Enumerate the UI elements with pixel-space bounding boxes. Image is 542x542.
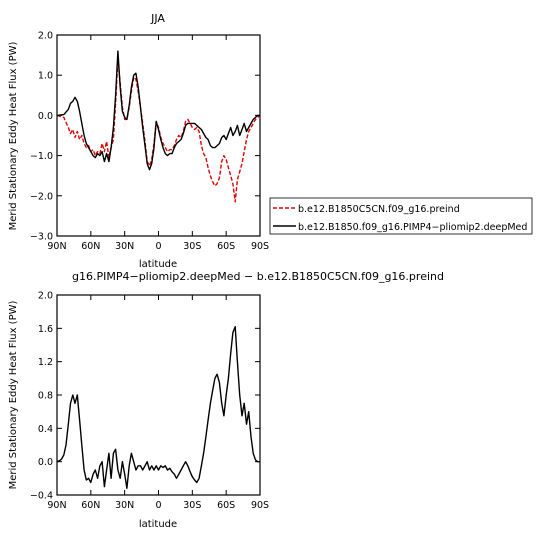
top-panel-series-line-preind: [56, 58, 261, 203]
bottom-panel-y-tick-label: 1.2: [38, 357, 53, 368]
top-panel-x-axis-label: latitude: [139, 259, 177, 270]
bottom-panel: g16.PIMP4−pliomip2.deepMed − b.e12.B1850…: [8, 270, 444, 530]
bottom-panel-x-tick-label: 90S: [251, 500, 269, 511]
bottom-panel-series-line-deepmed: [56, 326, 260, 489]
bottom-panel-x-tick-label: 30S: [183, 500, 201, 511]
bottom-panel-x-tick-label: 30N: [115, 500, 134, 511]
bottom-panel-y-tick-label: 1.6: [38, 324, 53, 335]
bottom-panel-x-tick-label: 90N: [47, 500, 66, 511]
bottom-panel-y-tick-label: 2.0: [38, 291, 53, 302]
bottom-panel-y-tick-label: 0.4: [38, 424, 53, 435]
bottom-panel-y-tick-label: 0.8: [38, 391, 53, 402]
bottom-panel-x-axis-label: latitude: [139, 519, 177, 530]
bottom-panel-y-axis-label: Merid Stationary Eddy Heat Flux (PW): [8, 301, 19, 490]
legend-label-preind: b.e12.B1850C5CN.f09_g16.preind: [298, 204, 460, 215]
top-panel-y-tick-label: −1.0: [30, 151, 53, 162]
top-panel-y-tick-label: 0.0: [38, 111, 53, 122]
top-panel-y-ticks: 2.0 1.0 0.0 −1.0 −2.0 −3.0: [30, 31, 260, 243]
bottom-panel-series: [56, 326, 260, 489]
top-panel-x-tick-label: 0: [155, 241, 161, 252]
top-panel-x-tick-label: 60N: [81, 241, 100, 252]
legend-box: [269, 197, 533, 235]
top-panel-plot-frame: [56, 34, 261, 237]
bottom-panel-y-tick-label: −0.4: [30, 491, 53, 502]
bottom-panel-x-tick-label: 0: [155, 500, 161, 511]
top-panel-x-tick-label: 30S: [183, 241, 201, 252]
legend-label-deepmed: b.e12.B1850.f09_g16.PIMP4−pliomip2.deepM…: [298, 222, 527, 233]
legend: b.e12.B1850C5CN.f09_g16.preind b.e12.B18…: [269, 197, 533, 235]
top-panel-x-tick-label: 60S: [217, 241, 235, 252]
top-panel-y-tick-label: −2.0: [30, 191, 53, 202]
bottom-panel-plot-frame: [56, 294, 261, 496]
top-panel-y-tick-label: 2.0: [38, 31, 53, 42]
top-panel-series-line-deepmed: [56, 50, 260, 171]
bottom-panel-x-tick-label: 60S: [217, 500, 235, 511]
bottom-panel-title: g16.PIMP4−pliomip2.deepMed − b.e12.B1850…: [72, 270, 444, 283]
top-panel-x-tick-label: 30N: [115, 241, 134, 252]
top-panel-title: JJA: [150, 12, 165, 25]
top-panel: JJA 2.0 1.0 0.0 −1.0 −2.0 −3.0 90N 60N 30N 0 30S 6…: [8, 12, 269, 270]
top-panel-y-tick-label: −3.0: [30, 232, 53, 243]
top-panel-series: [56, 50, 261, 203]
bottom-panel-y-tick-label: 0.0: [38, 457, 53, 468]
bottom-panel-y-ticks: 2.0 1.6 1.2 0.8 0.4 0.0 −0.4: [30, 291, 260, 502]
top-panel-y-axis-label: Merid Stationary Eddy Heat Flux (PW): [8, 42, 19, 231]
top-panel-x-tick-label: 90S: [251, 241, 269, 252]
bottom-panel-x-ticks: 90N 60N 30N 0 30S 60S 90S: [47, 295, 269, 511]
top-panel-x-tick-label: 90N: [47, 241, 66, 252]
top-panel-x-ticks: 90N 60N 30N 0 30S 60S 90S: [47, 35, 269, 252]
top-panel-y-tick-label: 1.0: [38, 71, 53, 82]
bottom-panel-x-tick-label: 60N: [81, 500, 100, 511]
